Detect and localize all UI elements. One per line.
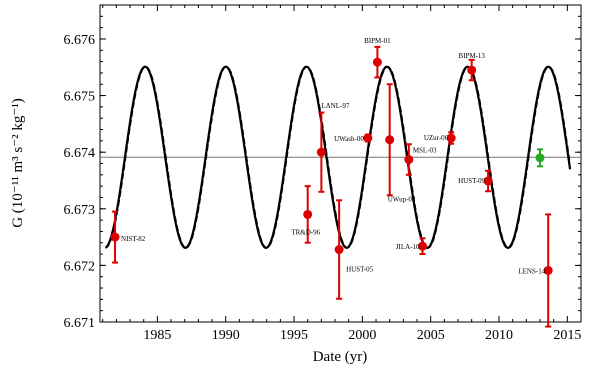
point-label: HUST-09 (458, 177, 485, 185)
y-axis-label: G (10⁻¹¹ m³ s⁻² kg⁻¹) (10, 98, 26, 228)
y-tick-label: 6.673 (64, 203, 96, 218)
point-label: NIST-82 (121, 235, 146, 243)
data-point (404, 155, 414, 165)
point-label: MSL-03 (413, 147, 437, 155)
data-point (467, 65, 477, 75)
x-tick-label: 1990 (212, 328, 240, 343)
y-tick-label: 6.676 (64, 33, 96, 48)
point-label: LANL-97 (321, 102, 349, 110)
data-point (334, 245, 344, 255)
data-point (483, 176, 493, 186)
x-tick-label: 2015 (553, 328, 581, 343)
point-label: LENS-14 (518, 267, 545, 275)
data-point (385, 135, 395, 145)
point-label: TR&D-96 (291, 228, 320, 236)
y-ticks: 6.671 6.672 6.673 6.674 6.675 6.676 (64, 4, 581, 331)
y-tick-label: 6.672 (64, 259, 96, 274)
data-point (303, 209, 313, 219)
data-points: NIST-82 TR&D-96 LANL-97 HUST-05 UWash-00 BIPM… (110, 37, 553, 328)
data-point (110, 232, 120, 242)
x-tick-label: 2000 (348, 328, 376, 343)
data-point (372, 57, 382, 67)
point-label: JILA-10 (396, 243, 420, 251)
point-label: UWup-02 (388, 196, 416, 204)
data-point (446, 133, 456, 143)
x-axis-label: Date (yr) (313, 349, 368, 365)
x-ticks: 1985 1990 1995 2000 2005 2010 2015 (102, 5, 582, 343)
point-label: HUST-05 (346, 266, 373, 274)
point-label: BIPM-01 (364, 37, 391, 45)
fit-curve (104, 65, 572, 249)
plot-frame (99, 4, 582, 323)
x-tick-label: 1985 (143, 328, 171, 343)
x-tick-label: 1995 (280, 328, 308, 343)
fit-curves (104, 65, 572, 249)
y-tick-label: 6.675 (64, 90, 96, 105)
point-label: UZur-06 (424, 134, 449, 142)
x-tick-label: 2010 (485, 328, 513, 343)
data-point (417, 241, 427, 251)
data-point (535, 153, 545, 163)
y-tick-label: 6.674 (64, 146, 96, 161)
x-tick-label: 2005 (417, 328, 445, 343)
point-label: BIPM-13 (458, 52, 485, 60)
point-label: UWash-00 (334, 135, 364, 143)
y-tick-label: 6.671 (64, 316, 96, 331)
data-point (316, 147, 326, 157)
data-point (543, 265, 553, 275)
data-point (363, 133, 373, 143)
